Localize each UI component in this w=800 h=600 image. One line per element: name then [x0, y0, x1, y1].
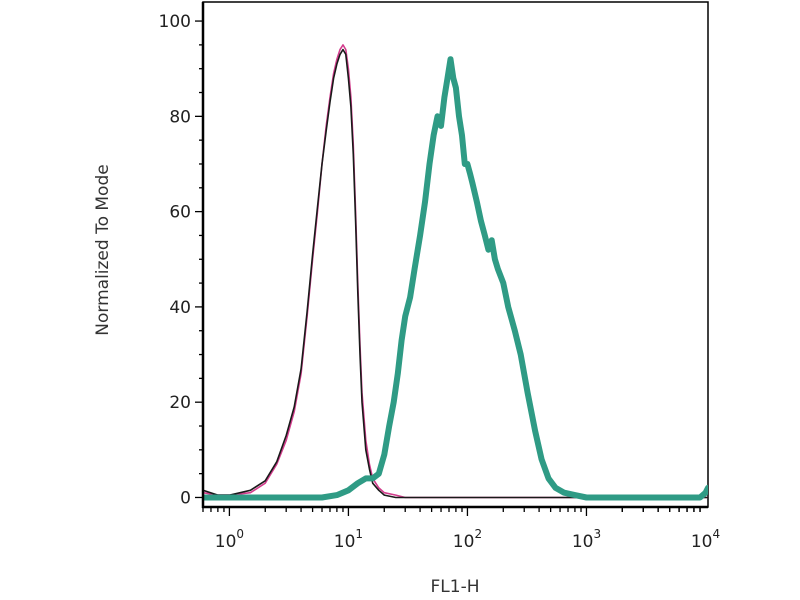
y-tick-label: 0 — [180, 488, 191, 508]
y-tick-label: 80 — [169, 107, 191, 127]
x-tick-label: 103 — [572, 527, 601, 552]
x-axis-label: FL1-H — [431, 577, 480, 597]
series-line-3 — [203, 56, 708, 501]
y-tick-label: 40 — [169, 298, 191, 318]
y-axis-label: Normalized To Mode — [93, 164, 113, 335]
x-tick-label: 102 — [453, 527, 482, 552]
y-tick-label: 60 — [169, 203, 191, 223]
y-tick-label: 20 — [169, 393, 191, 413]
series-layer — [203, 44, 708, 501]
x-tick-label: 104 — [691, 527, 720, 552]
series-line-1 — [203, 44, 708, 499]
ticks-layer: 0 20 40 60 80 100 100 101 102 103 104 — [159, 12, 721, 552]
x-tick-label: 100 — [215, 527, 244, 552]
x-tick-label: 101 — [334, 527, 363, 552]
series-line-2 — [203, 48, 708, 499]
y-tick-label: 100 — [159, 12, 191, 32]
